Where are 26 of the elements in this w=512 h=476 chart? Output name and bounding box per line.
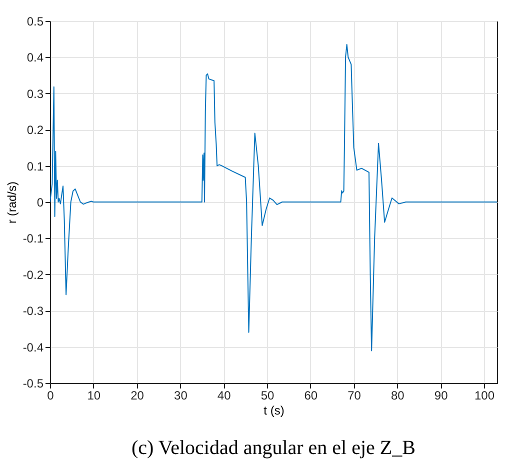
x-tick-label: 40	[217, 388, 232, 402]
x-tick-label: 10	[87, 388, 101, 402]
x-tick-label: 100	[474, 388, 495, 402]
y-tick-label: 0.5	[26, 14, 44, 28]
y-tick-label: 0.3	[26, 86, 44, 101]
y-tick-label: -0.4	[22, 340, 44, 354]
y-axis-title: r (rad/s)	[4, 181, 19, 224]
x-tick-label: 0	[47, 388, 54, 402]
y-tick-label: -0.1	[22, 232, 44, 246]
line-series	[50, 44, 497, 352]
text: (c) Velocidad angular en el eje Z_B	[132, 437, 416, 459]
y-tick-label: 0	[36, 196, 44, 210]
y-tick-label: 0.1	[26, 159, 44, 174]
y-tick-label: -0.5	[22, 376, 44, 390]
x-tick-label: 80	[391, 388, 405, 402]
y-tick-label: 0.4	[26, 50, 44, 65]
x-tick-label: 60	[304, 388, 318, 402]
x-tick-label: 20	[130, 388, 144, 402]
x-tick-label: 70	[348, 388, 362, 402]
y-tick-label: -0.2	[22, 268, 44, 282]
x-tick-label: 30	[174, 388, 188, 402]
x-tick-label: 90	[434, 388, 448, 402]
x-axis-title: t (s)	[264, 404, 284, 418]
y-tick-label: 0.2	[26, 123, 44, 138]
x-tick-label: 50	[260, 388, 274, 402]
y-tick-label: -0.3	[22, 304, 44, 318]
